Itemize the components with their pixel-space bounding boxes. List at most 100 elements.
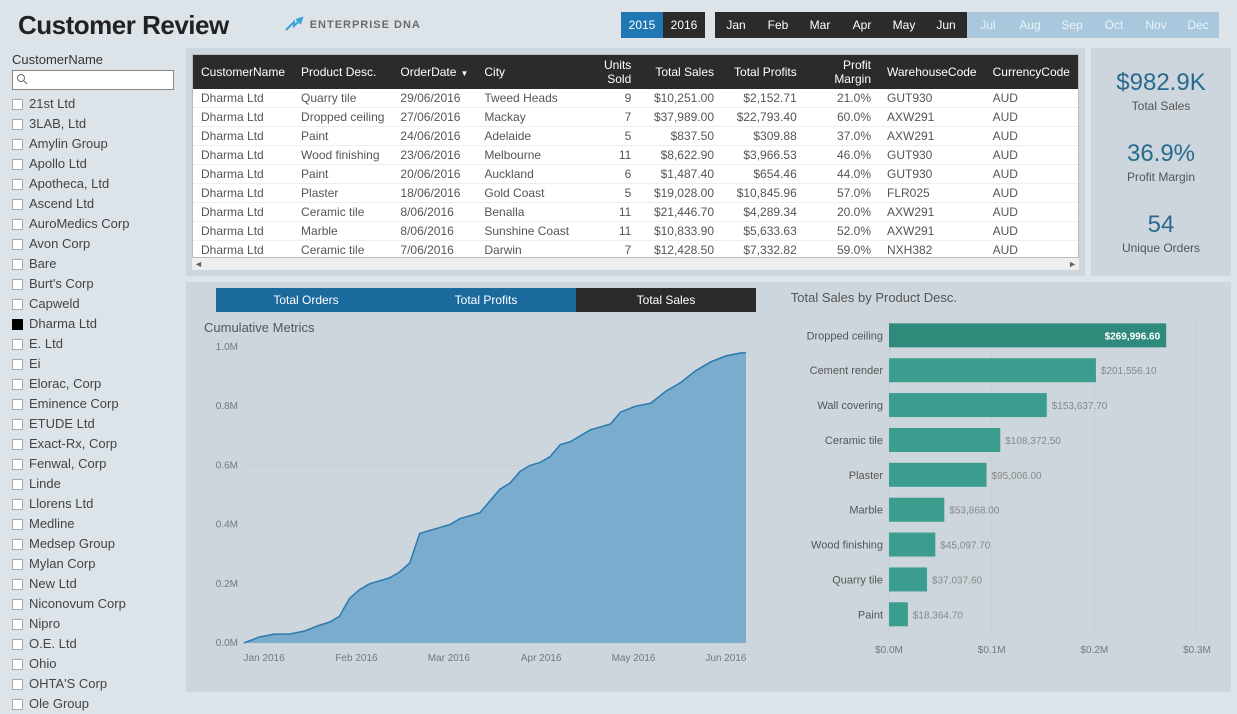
slicer-oct[interactable]: Oct — [1093, 12, 1135, 38]
customer-item[interactable]: Ole Group — [12, 694, 174, 714]
table-row[interactable]: Dharma LtdCeramic tile8/06/2016Benalla11… — [193, 203, 1078, 222]
table-header[interactable]: OrderDate — [392, 55, 476, 89]
customer-item[interactable]: AuroMedics Corp — [12, 214, 174, 234]
customer-item[interactable]: Exact-Rx, Corp — [12, 434, 174, 454]
customer-item[interactable]: Medline — [12, 514, 174, 534]
customer-item[interactable]: Llorens Ltd — [12, 494, 174, 514]
table-row[interactable]: Dharma LtdCeramic tile7/06/2016Darwin7$1… — [193, 241, 1078, 259]
metric-tabs: Total OrdersTotal ProfitsTotal Sales — [216, 288, 777, 312]
customer-list: 21st Ltd3LAB, LtdAmylin GroupApollo LtdA… — [12, 94, 174, 714]
logo-text: ENTERPRISE DNA — [310, 19, 421, 31]
table-horizontal-scrollbar[interactable]: ◄ ► — [192, 258, 1079, 270]
customer-item-label: ETUDE Ltd — [29, 415, 95, 433]
customer-item-label: Fenwal, Corp — [29, 455, 106, 473]
table-header[interactable]: Total Profits — [722, 55, 805, 89]
customer-item[interactable]: Burt's Corp — [12, 274, 174, 294]
checkbox-icon — [12, 319, 23, 330]
customer-item[interactable]: Bare — [12, 254, 174, 274]
metric-tab[interactable]: Total Sales — [576, 288, 756, 312]
svg-text:$0.3M: $0.3M — [1183, 645, 1211, 656]
data-table[interactable]: CustomerNameProduct Desc.OrderDateCityUn… — [193, 55, 1078, 258]
svg-text:Dropped ceiling: Dropped ceiling — [806, 330, 882, 342]
customer-item[interactable]: Mylan Corp — [12, 554, 174, 574]
customer-item[interactable]: Apollo Ltd — [12, 154, 174, 174]
table-row[interactable]: Dharma LtdPaint24/06/2016Adelaide5$837.5… — [193, 127, 1078, 146]
data-table-card: CustomerNameProduct Desc.OrderDateCityUn… — [186, 48, 1085, 276]
customer-item[interactable]: Medsep Group — [12, 534, 174, 554]
slicer-jun[interactable]: Jun — [925, 12, 967, 38]
table-header[interactable]: Units Sold — [577, 55, 639, 89]
slicer-dec[interactable]: Dec — [1177, 12, 1219, 38]
slicer-jan[interactable]: Jan — [715, 12, 757, 38]
customer-item-label: New Ltd — [29, 575, 77, 593]
svg-text:Jan 2016: Jan 2016 — [244, 653, 286, 664]
table-row[interactable]: Dharma LtdQuarry tile29/06/2016Tweed Hea… — [193, 89, 1078, 108]
customer-item[interactable]: Dharma Ltd — [12, 314, 174, 334]
table-row[interactable]: Dharma LtdPaint20/06/2016Auckland6$1,487… — [193, 165, 1078, 184]
customer-item[interactable]: 21st Ltd — [12, 94, 174, 114]
svg-text:$108,372.50: $108,372.50 — [1005, 436, 1061, 447]
table-header[interactable]: Product Desc. — [293, 55, 392, 89]
customer-item[interactable]: Avon Corp — [12, 234, 174, 254]
customer-item[interactable]: 3LAB, Ltd — [12, 114, 174, 134]
customer-search-input[interactable] — [12, 70, 174, 90]
slicer-mar[interactable]: Mar — [799, 12, 841, 38]
customer-item[interactable]: Ei — [12, 354, 174, 374]
customer-item[interactable]: O.E. Ltd — [12, 634, 174, 654]
table-header[interactable]: CurrencyCode — [985, 55, 1078, 89]
customer-item[interactable]: Linde — [12, 474, 174, 494]
customer-item[interactable]: Ascend Ltd — [12, 194, 174, 214]
scroll-left-icon[interactable]: ◄ — [194, 259, 203, 269]
table-row[interactable]: Dharma LtdDropped ceiling27/06/2016Macka… — [193, 108, 1078, 127]
table-header[interactable]: City — [476, 55, 577, 89]
logo-arrow-icon — [284, 16, 304, 34]
kpi-value: 36.9% — [1127, 140, 1195, 168]
customer-item[interactable]: ETUDE Ltd — [12, 414, 174, 434]
slicer-feb[interactable]: Feb — [757, 12, 799, 38]
table-row[interactable]: Dharma LtdMarble8/06/2016Sunshine Coast1… — [193, 222, 1078, 241]
slicer-2015[interactable]: 2015 — [621, 12, 663, 38]
customer-item[interactable]: Fenwal, Corp — [12, 454, 174, 474]
metric-tab[interactable]: Total Profits — [396, 288, 576, 312]
customer-item[interactable]: Eminence Corp — [12, 394, 174, 414]
slicer-jul[interactable]: Jul — [967, 12, 1009, 38]
checkbox-icon — [12, 619, 23, 630]
slicer-2016[interactable]: 2016 — [663, 12, 705, 38]
checkbox-icon — [12, 459, 23, 470]
svg-text:Plaster: Plaster — [849, 470, 884, 482]
checkbox-icon — [12, 679, 23, 690]
product-sales-bar-chart[interactable]: $0.0M$0.1M$0.2M$0.3MDropped ceiling$269,… — [791, 309, 1211, 659]
metric-tab[interactable]: Total Orders — [216, 288, 396, 312]
slicer-may[interactable]: May — [883, 12, 925, 38]
customer-item[interactable]: Ohio — [12, 654, 174, 674]
customer-item[interactable]: New Ltd — [12, 574, 174, 594]
customer-item-label: Burt's Corp — [29, 275, 94, 293]
customer-item-label: Avon Corp — [29, 235, 90, 253]
table-row[interactable]: Dharma LtdWood finishing23/06/2016Melbou… — [193, 146, 1078, 165]
table-header[interactable]: WarehouseCode — [879, 55, 985, 89]
customer-item[interactable]: Nipro — [12, 614, 174, 634]
customer-item-label: O.E. Ltd — [29, 635, 77, 653]
bar-chart-title: Total Sales by Product Desc. — [791, 290, 1221, 305]
cumulative-metrics-chart[interactable]: 0.0M0.2M0.4M0.6M0.8M1.0MJan 2016Feb 2016… — [196, 339, 756, 669]
slicer-sep[interactable]: Sep — [1051, 12, 1093, 38]
customer-item[interactable]: Elorac, Corp — [12, 374, 174, 394]
customer-item[interactable]: Apotheca, Ltd — [12, 174, 174, 194]
scroll-right-icon[interactable]: ► — [1068, 259, 1077, 269]
customer-item-label: 3LAB, Ltd — [29, 115, 86, 133]
customer-item[interactable]: Capweld — [12, 294, 174, 314]
customer-item[interactable]: OHTA'S Corp — [12, 674, 174, 694]
table-header[interactable]: Profit Margin — [805, 55, 879, 89]
slicer-aug[interactable]: Aug — [1009, 12, 1051, 38]
customer-item[interactable]: Niconovum Corp — [12, 594, 174, 614]
svg-text:$153,637.70: $153,637.70 — [1052, 401, 1108, 412]
svg-text:Paint: Paint — [858, 609, 883, 621]
slicer-nov[interactable]: Nov — [1135, 12, 1177, 38]
table-header[interactable]: Total Sales — [639, 55, 722, 89]
table-header[interactable]: CustomerName — [193, 55, 293, 89]
customer-item[interactable]: E. Ltd — [12, 334, 174, 354]
customer-item[interactable]: Amylin Group — [12, 134, 174, 154]
svg-text:Mar 2016: Mar 2016 — [428, 653, 471, 664]
table-row[interactable]: Dharma LtdPlaster18/06/2016Gold Coast5$1… — [193, 184, 1078, 203]
slicer-apr[interactable]: Apr — [841, 12, 883, 38]
